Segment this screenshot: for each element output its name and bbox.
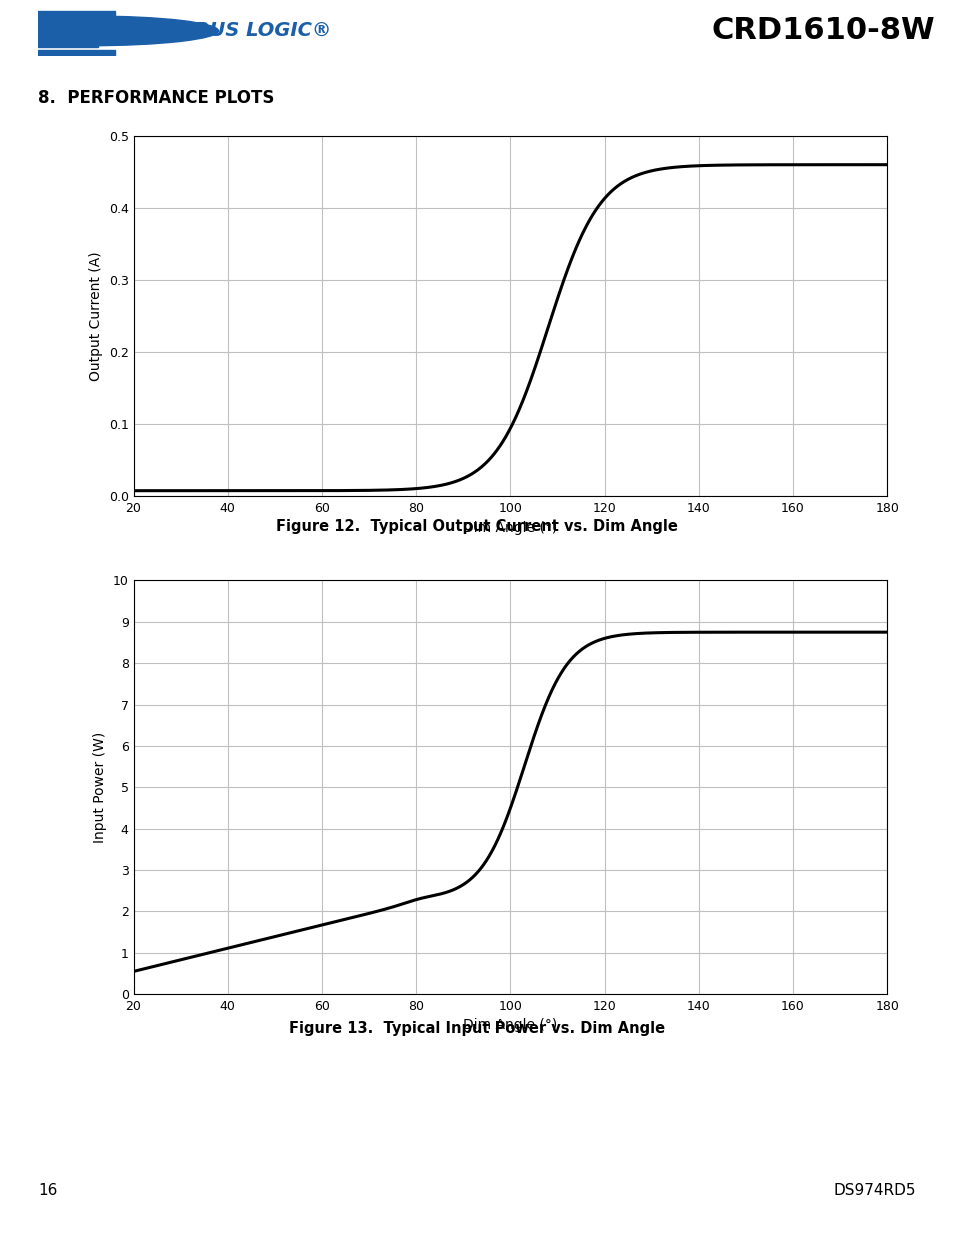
- Text: 16: 16: [38, 1183, 57, 1198]
- Bar: [38, 11, 115, 17]
- Text: CRD1610-8W: CRD1610-8W: [711, 16, 934, 46]
- Bar: [38, 41, 98, 47]
- Text: DS974RD5: DS974RD5: [833, 1183, 915, 1198]
- X-axis label: Dim Angle (°): Dim Angle (°): [463, 521, 557, 535]
- Y-axis label: Input Power (W): Input Power (W): [93, 731, 107, 844]
- Text: Figure 12.  Typical Output Current vs. Dim Angle: Figure 12. Typical Output Current vs. Di…: [275, 519, 678, 534]
- Text: CIRRUS LOGIC®: CIRRUS LOGIC®: [158, 21, 332, 40]
- Bar: [38, 51, 115, 57]
- Bar: [38, 31, 115, 37]
- X-axis label: Dim Angle (°): Dim Angle (°): [463, 1019, 557, 1032]
- Text: Figure 13.  Typical Input Power vs. Dim Angle: Figure 13. Typical Input Power vs. Dim A…: [289, 1021, 664, 1036]
- Bar: [38, 21, 98, 27]
- Circle shape: [0, 16, 218, 46]
- Text: 8.  PERFORMANCE PLOTS: 8. PERFORMANCE PLOTS: [38, 89, 274, 106]
- Y-axis label: Output Current (A): Output Current (A): [89, 252, 103, 380]
